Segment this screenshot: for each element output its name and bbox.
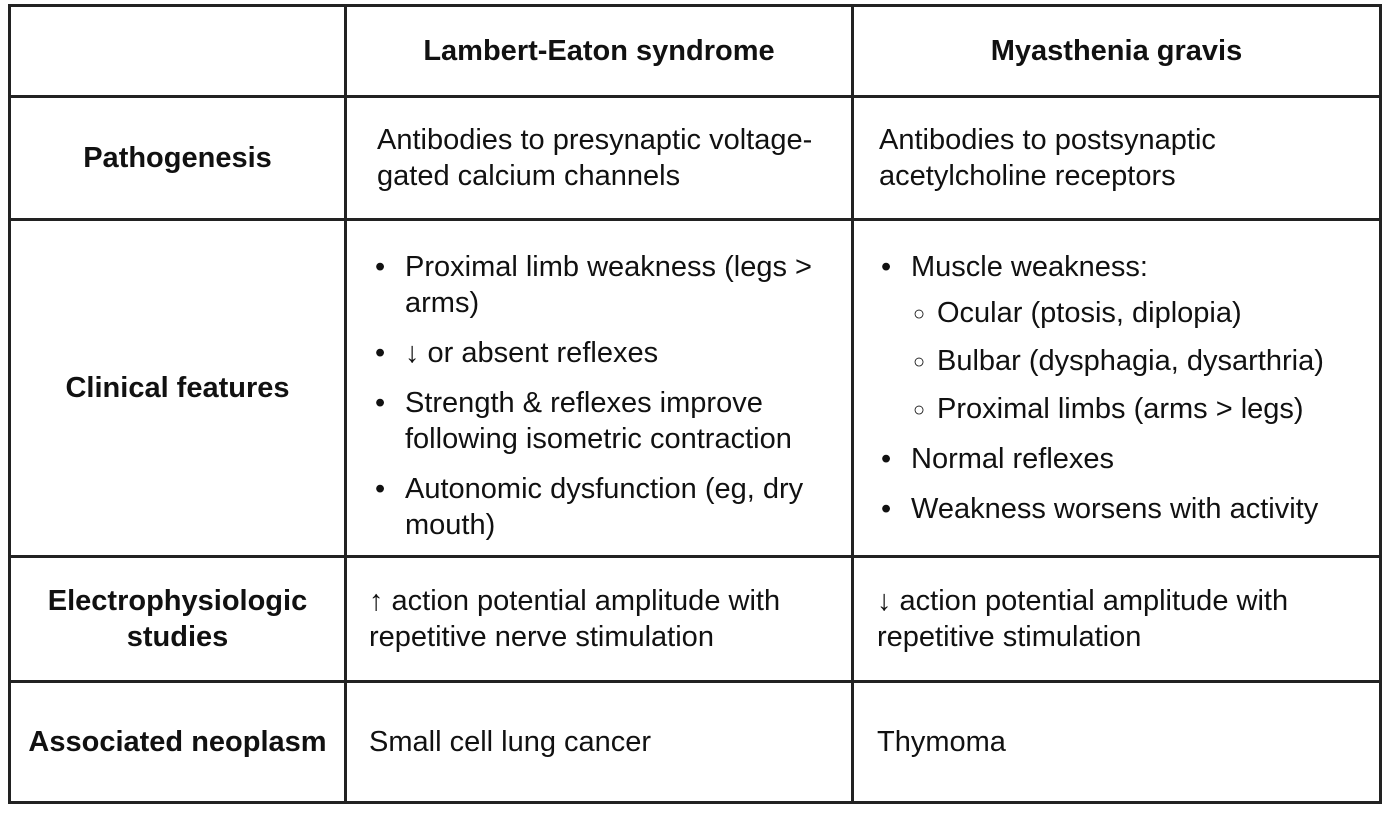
clinical-lambert-eaton: Proximal limb weakness (legs > arms) ↓ o… [371, 249, 849, 549]
list-item: Weakness worsens with activity [877, 491, 1377, 527]
clinical-lambert-eaton-list: Proximal limb weakness (legs > arms) ↓ o… [371, 249, 849, 543]
row-divider [11, 680, 1379, 683]
sublist-item: Ocular (ptosis, diplopia) [911, 295, 1377, 332]
header-lambert-eaton: Lambert-Eaton syndrome [423, 35, 775, 67]
sublist: Ocular (ptosis, diplopia) Bulbar (dyspha… [911, 295, 1377, 428]
sublist-item: Bulbar (dysphagia, dysarthria) [911, 343, 1377, 380]
col-divider [851, 7, 854, 801]
row-divider [11, 218, 1379, 221]
row-label-pathogenesis: Pathogenesis [83, 142, 272, 174]
pathogenesis-lambert-eaton: Antibodies to presynaptic voltage-gated … [377, 124, 813, 192]
col-divider [344, 7, 347, 801]
electrophysiologic-lambert-eaton: ↑ action potential amplitude with repeti… [369, 585, 781, 653]
header-corner [11, 7, 344, 95]
electrophysiologic-myasthenia-gravis: ↓ action potential amplitude with repeti… [877, 585, 1289, 653]
list-item: Muscle weakness: Ocular (ptosis, diplopi… [877, 249, 1377, 428]
comparison-table: Lambert-Eaton syndrome Myasthenia gravis… [8, 4, 1382, 804]
neoplasm-myasthenia-gravis: Thymoma [877, 726, 1006, 758]
neoplasm-lambert-eaton: Small cell lung cancer [369, 726, 652, 758]
row-label-clinical-features: Clinical features [65, 372, 290, 404]
list-item: Autonomic dysfunction (eg, dry mouth) [371, 471, 849, 543]
row-divider [11, 555, 1379, 558]
sublist-item: Proximal limbs (arms > legs) [911, 391, 1377, 428]
list-item: Proximal limb weakness (legs > arms) [371, 249, 849, 321]
row-divider [11, 95, 1379, 98]
list-item-label: Muscle weakness: [911, 251, 1148, 283]
clinical-myasthenia-gravis: Muscle weakness: Ocular (ptosis, diplopi… [877, 249, 1377, 549]
row-label-associated-neoplasm: Associated neoplasm [28, 726, 327, 758]
list-item: Normal reflexes [877, 441, 1377, 477]
clinical-myasthenia-gravis-list: Muscle weakness: Ocular (ptosis, diplopi… [877, 249, 1377, 527]
row-label-electrophysiologic-studies: Electrophysiologic studies [47, 585, 308, 653]
pathogenesis-myasthenia-gravis: Antibodies to postsynaptic acetylcholine… [879, 124, 1216, 192]
list-item: Strength & reflexes improve following is… [371, 385, 849, 457]
list-item: ↓ or absent reflexes [371, 335, 849, 371]
header-myasthenia-gravis: Myasthenia gravis [990, 35, 1243, 67]
